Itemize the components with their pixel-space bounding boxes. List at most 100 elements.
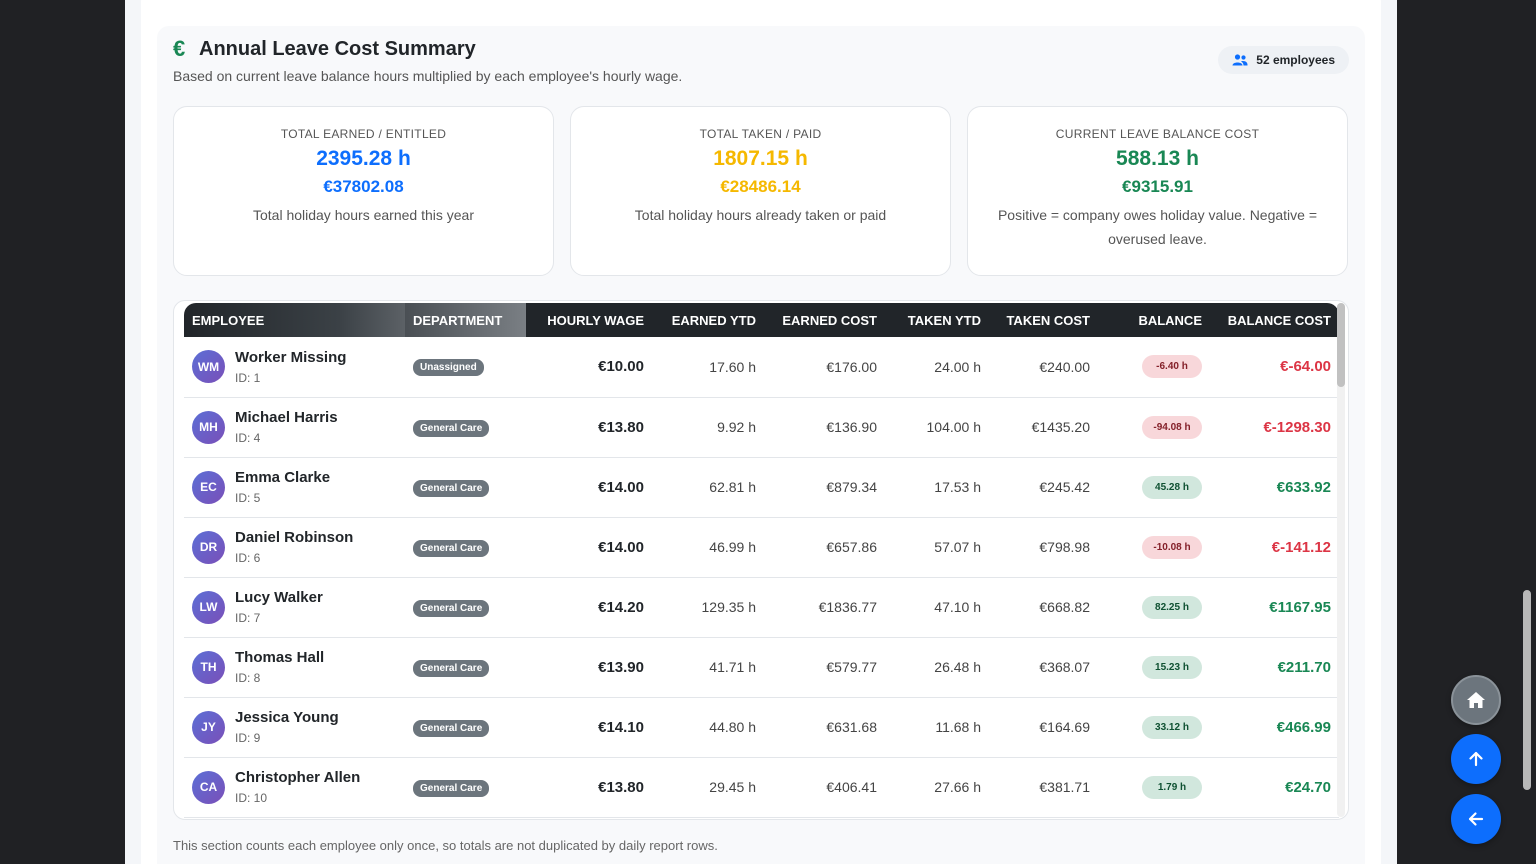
stat-description: Total holiday hours earned this year	[252, 207, 475, 223]
cell-balance: 82.25 h	[1098, 577, 1210, 638]
stat-card-earned: TOTAL EARNED / ENTITLED 2395.28 h €37802…	[173, 106, 554, 276]
cell-earned-cost: €579.77	[764, 637, 885, 698]
cell-department: General Care	[405, 637, 526, 698]
avatar: JY	[192, 710, 225, 744]
scroll-to-top-button[interactable]	[1451, 734, 1501, 784]
employee-name: Worker Missing	[235, 348, 347, 366]
cell-earned-cost: €1836.77	[764, 577, 885, 638]
leave-cost-table-container[interactable]: Employee Department Hourly Wage Earned Y…	[173, 300, 1349, 820]
table-header-row: Employee Department Hourly Wage Earned Y…	[184, 303, 1339, 337]
cell-employee: EC Emma Clarke ID: 5	[184, 457, 405, 518]
employee-count: 52 employees	[1256, 53, 1335, 67]
employee-name: Jessica Young	[235, 709, 339, 726]
avatar: TH	[192, 650, 225, 684]
table-row: EC Emma Clarke ID: 5 General Care €14.00 62.8…	[184, 457, 1339, 518]
cell-employee: LW Lucy Walker ID: 7	[184, 577, 405, 638]
cell-taken-ytd: 47.10 h	[885, 577, 989, 638]
cell-employee: TH Thomas Hall ID: 8	[184, 637, 405, 698]
table-row: JY Jessica Young ID: 9 General Care €14.10 44…	[184, 697, 1339, 758]
cell-department: General Care	[405, 517, 526, 578]
balance-badge: 15.23 h	[1142, 655, 1202, 679]
stat-cost: €28486.14	[720, 177, 801, 196]
cell-balance: 1.79 h	[1098, 757, 1210, 818]
department-badge: General Care	[413, 659, 490, 677]
cell-balance: -94.08 h	[1098, 397, 1210, 458]
header-earned-ytd: Earned YTD	[652, 303, 764, 337]
title-row: € Annual Leave Cost Summary	[173, 36, 476, 62]
header-taken-ytd: Taken YTD	[885, 303, 989, 337]
header-balance: Balance	[1098, 303, 1210, 337]
employee-id: ID: 5	[235, 491, 261, 505]
cell-earned-cost: €657.86	[764, 517, 885, 578]
stat-hours: 2395.28 h	[316, 147, 411, 170]
cell-earned-ytd: 29.45 h	[652, 757, 764, 818]
cell-hourly-wage: €13.80	[526, 757, 652, 818]
cell-taken-cost: €381.71	[989, 757, 1098, 818]
avatar: EC	[192, 470, 225, 504]
cell-taken-ytd: 24.00 h	[885, 337, 989, 398]
cell-earned-ytd: 9.92 h	[652, 397, 764, 458]
window-scrollbar-thumb[interactable]	[1523, 590, 1531, 790]
cell-earned-ytd: 129.35 h	[652, 577, 764, 638]
cell-balance-cost: €-1298.30	[1210, 397, 1339, 458]
avatar: MH	[192, 410, 225, 444]
avatar: WM	[192, 350, 225, 384]
back-button[interactable]	[1451, 794, 1501, 844]
employee-name: Lucy Walker	[235, 589, 323, 606]
table-row: WM Worker Missing ID: 1 Unassigned €10.00 17.…	[184, 337, 1339, 398]
employee-name: Michael Harris	[235, 409, 338, 426]
section-subtitle: Based on current leave balance hours mul…	[173, 68, 683, 84]
cell-employee: MH Michael Harris ID: 4	[184, 397, 405, 458]
avatar: CA	[192, 770, 225, 804]
home-button[interactable]	[1451, 675, 1501, 725]
cell-taken-ytd: 104.00 h	[885, 397, 989, 458]
balance-badge: 82.25 h	[1142, 595, 1202, 619]
cell-taken-ytd: 27.66 h	[885, 757, 989, 818]
cell-department: General Care	[405, 397, 526, 458]
cell-taken-cost: €1435.20	[989, 397, 1098, 458]
balance-badge: -10.08 h	[1142, 535, 1202, 559]
cell-balance-cost: €1167.95	[1210, 577, 1339, 638]
employee-id: ID: 1	[235, 370, 261, 385]
cell-department: General Care	[405, 457, 526, 518]
cell-balance-cost: €-141.12	[1210, 517, 1339, 578]
table-scrollbar[interactable]	[1337, 303, 1345, 817]
header-hourly-wage: Hourly Wage	[526, 303, 652, 337]
employee-id: ID: 6	[235, 551, 261, 565]
header-taken-cost: Taken Cost	[989, 303, 1098, 337]
cell-hourly-wage: €14.10	[526, 697, 652, 758]
cell-taken-cost: €164.69	[989, 697, 1098, 758]
stat-label: TOTAL EARNED / ENTITLED	[280, 127, 447, 141]
cell-taken-cost: €368.07	[989, 637, 1098, 698]
table-scrollbar-thumb[interactable]	[1337, 303, 1345, 387]
cell-employee: DR Daniel Robinson ID: 6	[184, 517, 405, 578]
table-row: CA Christopher Allen ID: 10 General Care €13…	[184, 757, 1339, 818]
cell-earned-cost: €136.90	[764, 397, 885, 458]
cell-earned-cost: €406.41	[764, 757, 885, 818]
cell-employee: CA Christopher Allen ID: 10	[184, 757, 405, 818]
cell-balance-cost: €211.70	[1210, 637, 1339, 698]
cell-department: General Care	[405, 577, 526, 638]
cell-department: General Care	[405, 697, 526, 758]
cell-earned-ytd: 41.71 h	[652, 637, 764, 698]
department-badge: General Care	[413, 419, 490, 437]
cell-taken-cost: €245.42	[989, 457, 1098, 518]
cell-balance: -6.40 h	[1098, 337, 1210, 398]
cell-taken-cost: €240.00	[989, 337, 1098, 398]
cell-employee: JY Jessica Young ID: 9	[184, 697, 405, 758]
balance-badge: -6.40 h	[1142, 355, 1202, 379]
leave-cost-table: Employee Department Hourly Wage Earned Y…	[184, 303, 1339, 818]
stat-card-taken: TOTAL TAKEN / PAID 1807.15 h €28486.14 T…	[570, 106, 951, 276]
cell-earned-ytd: 62.81 h	[652, 457, 764, 518]
cell-earned-cost: €176.00	[764, 337, 885, 398]
balance-badge: 45.28 h	[1142, 475, 1202, 499]
balance-badge: 33.12 h	[1142, 715, 1202, 739]
section-title: Annual Leave Cost Summary	[199, 37, 476, 60]
department-badge: General Care	[413, 779, 490, 797]
stat-description: Positive = company owes holiday value. N…	[997, 207, 1318, 247]
employee-name: Daniel Robinson	[235, 529, 354, 546]
table-row: DR Daniel Robinson ID: 6 General Care €14.00…	[184, 517, 1339, 578]
employee-id: ID: 9	[235, 731, 261, 745]
cell-taken-cost: €798.98	[989, 517, 1098, 578]
page: € Annual Leave Cost Summary Based on cur…	[125, 0, 1397, 864]
